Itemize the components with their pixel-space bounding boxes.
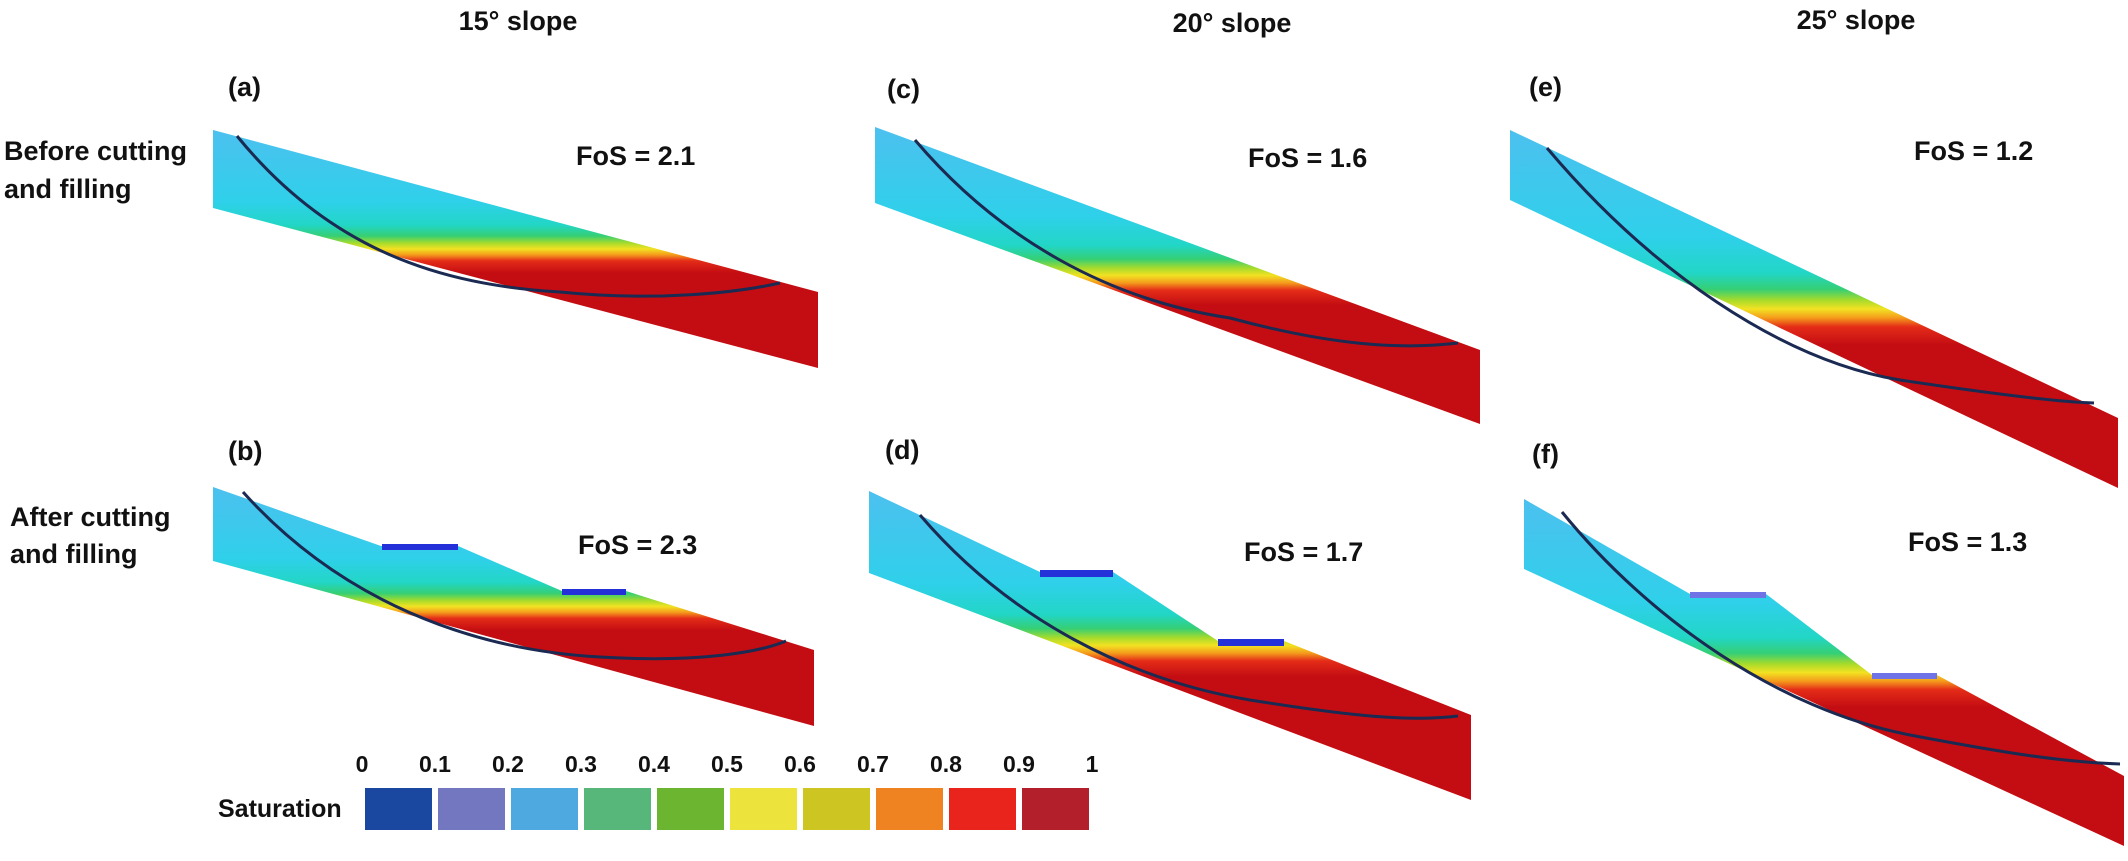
fos-label: FoS = 1.6 <box>1248 143 1367 173</box>
colorbar-tick-label: 0.6 <box>784 751 816 777</box>
panel-label: (c) <box>887 74 920 104</box>
colorbar-tick-label: 0.5 <box>711 751 743 777</box>
colorbar-tick-label: 1 <box>1086 751 1099 777</box>
panel-d: (d) FoS = 1.7 <box>869 435 1471 800</box>
column-title-25: 25° slope <box>1797 5 1916 35</box>
slip-surface <box>235 135 781 298</box>
column-title-20: 20° slope <box>1173 8 1292 38</box>
slope-body <box>869 491 1471 800</box>
row-label-after-line2: and filling <box>10 539 138 569</box>
slope-body <box>1524 499 2124 846</box>
slip-surface <box>913 139 1459 348</box>
colorbar-swatch <box>365 788 432 830</box>
colorbar-swatch <box>876 788 943 830</box>
fos-label: FoS = 1.2 <box>1914 136 2033 166</box>
slip-surface <box>1560 511 2121 766</box>
colorbar-tick-label: 0.7 <box>857 751 889 777</box>
slope-body <box>213 487 814 726</box>
slip-surface <box>241 490 787 661</box>
fill-material <box>1872 673 1937 679</box>
colorbar-swatch <box>949 788 1016 830</box>
row-label-after-line1: After cutting <box>10 502 170 532</box>
slope-body <box>213 130 818 368</box>
fos-label: FoS = 1.3 <box>1908 527 2027 557</box>
fill-material <box>1218 639 1284 646</box>
slope-body <box>875 127 1480 424</box>
panel-label: (d) <box>885 435 919 465</box>
fill-material <box>1040 570 1113 577</box>
row-label-before-line2: and filling <box>4 174 132 204</box>
slope-body <box>1510 130 2118 488</box>
colorbar-tick-label: 0.1 <box>419 751 451 777</box>
panel-label: (e) <box>1529 72 1562 102</box>
row-label-before-line1: Before cutting <box>4 136 187 166</box>
fill-material <box>382 544 458 550</box>
fill-material <box>1690 592 1766 598</box>
fill-material <box>562 589 626 595</box>
saturation-colorbar: Saturation 0 0.1 0.2 0.3 0.4 0.5 0.6 0.7 0.8 0.9 1 <box>218 751 1099 830</box>
colorbar-swatch <box>438 788 505 830</box>
colorbar-swatch <box>584 788 651 830</box>
panel-label: (a) <box>228 72 261 102</box>
slip-surface <box>1545 147 2095 405</box>
colorbar-tick-label: 0.9 <box>1003 751 1035 777</box>
colorbar-swatch <box>1022 788 1089 830</box>
colorbar-tick-label: 0.2 <box>492 751 524 777</box>
colorbar-swatch <box>803 788 870 830</box>
panel-a: (a) FoS = 2.1 <box>213 72 818 368</box>
colorbar-tick-label: 0.3 <box>565 751 597 777</box>
colorbar-swatch <box>511 788 578 830</box>
colorbar-swatch <box>730 788 797 830</box>
colorbar-tick-label: 0.8 <box>930 751 962 777</box>
slip-surface <box>918 514 1459 720</box>
colorbar-title: Saturation <box>218 795 342 823</box>
colorbar-swatch <box>657 788 724 830</box>
panel-e: (e) FoS = 1.2 <box>1510 72 2118 488</box>
panel-f: (f) FoS = 1.3 <box>1524 439 2124 846</box>
fos-label: FoS = 1.7 <box>1244 537 1363 567</box>
fos-label: FoS = 2.1 <box>576 141 695 171</box>
colorbar-tick-label: 0.4 <box>638 751 670 777</box>
column-title-15: 15° slope <box>459 6 578 36</box>
panel-c: (c) FoS = 1.6 <box>875 74 1480 424</box>
fos-label: FoS = 2.3 <box>578 530 697 560</box>
panel-b: (b) FoS = 2.3 <box>213 436 814 726</box>
colorbar-tick-label: 0 <box>356 751 369 777</box>
panel-label: (b) <box>228 436 262 466</box>
panel-label: (f) <box>1532 439 1559 469</box>
